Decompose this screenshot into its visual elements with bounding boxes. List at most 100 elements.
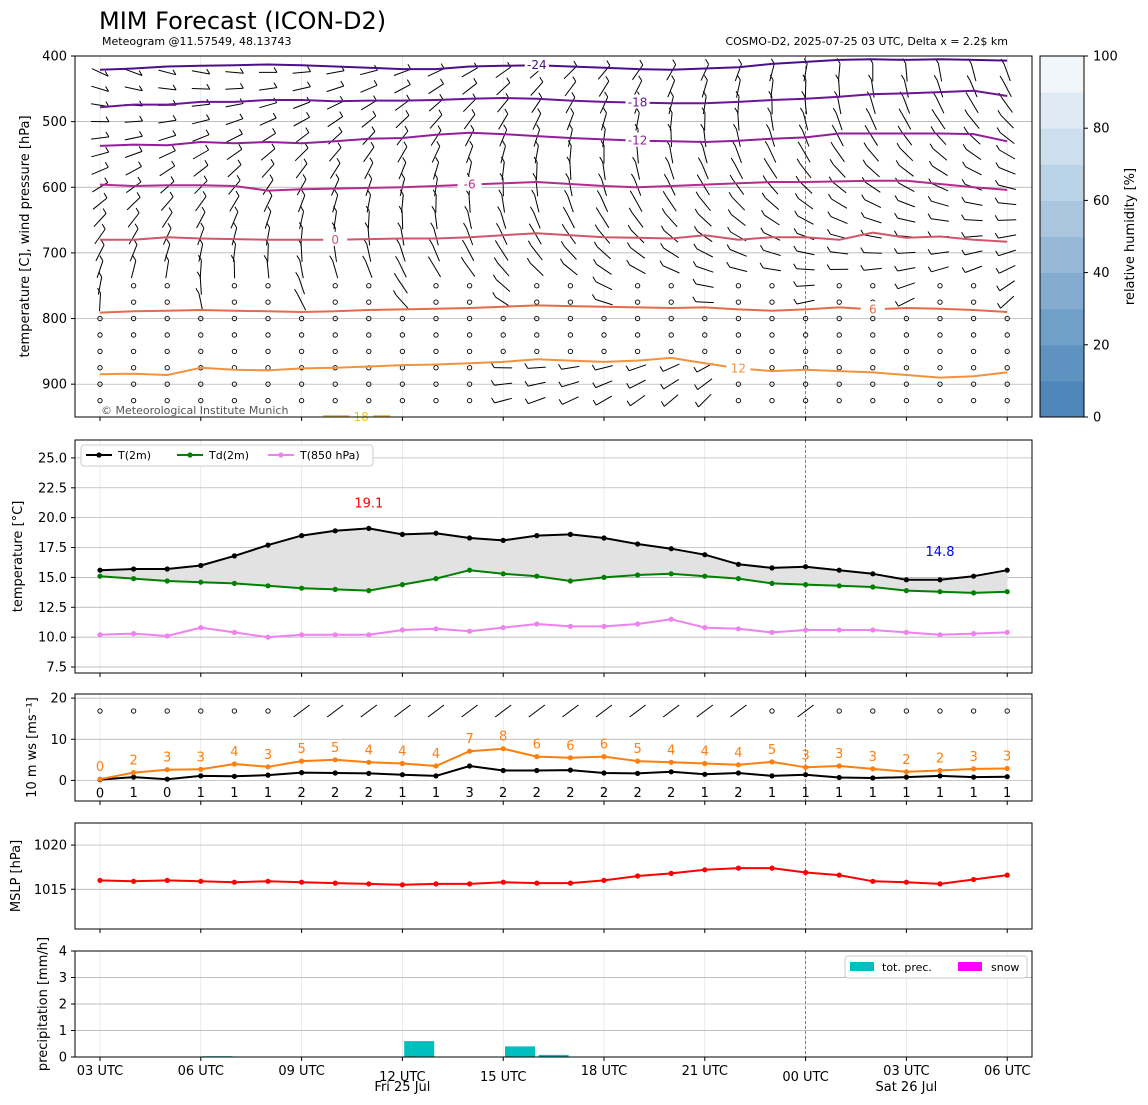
data-point bbox=[769, 580, 775, 587]
wind-barb bbox=[869, 96, 876, 115]
wind-barb bbox=[495, 296, 511, 308]
calm-wind-marker bbox=[534, 315, 540, 322]
wind-speed-value-label: 2 bbox=[533, 786, 541, 801]
data-point bbox=[332, 528, 338, 534]
wind-barb-flag bbox=[826, 246, 831, 253]
isotherm-label-bg bbox=[349, 409, 374, 423]
wind-barb bbox=[329, 147, 342, 162]
calm-wind-marker bbox=[466, 299, 473, 305]
wind-barb-flag bbox=[273, 67, 278, 73]
data-point bbox=[803, 772, 809, 778]
wind-barb bbox=[998, 167, 1016, 175]
wind-barb-flag bbox=[367, 189, 371, 196]
wind-barb-flag bbox=[524, 363, 529, 369]
wind-barb bbox=[931, 200, 949, 207]
data-point bbox=[567, 880, 574, 886]
wind-barb-flag bbox=[203, 175, 208, 182]
wind-barb bbox=[695, 301, 714, 304]
data-point bbox=[567, 578, 574, 584]
isotherm-label-bg bbox=[860, 301, 885, 316]
wind-barb bbox=[300, 227, 303, 246]
wind-barb bbox=[191, 119, 210, 125]
data-point bbox=[971, 573, 977, 579]
data-point bbox=[1004, 629, 1010, 636]
wind-speed-value-label: 2 bbox=[331, 786, 339, 801]
y-axis-label: temperature [°C] bbox=[11, 501, 26, 613]
calm-wind-marker bbox=[265, 348, 271, 355]
wind-barb-flag bbox=[558, 381, 563, 388]
calm-wind-marker bbox=[836, 315, 842, 322]
calm-wind-marker bbox=[231, 381, 238, 387]
wind-barb-flag bbox=[625, 365, 630, 371]
colorbar-label: relative humidity [%] bbox=[1123, 168, 1138, 305]
data-point bbox=[500, 746, 506, 752]
wind-barb-flag bbox=[471, 109, 476, 115]
wind-barb bbox=[396, 295, 409, 310]
wind-barb bbox=[837, 63, 841, 82]
calm-wind-marker bbox=[769, 332, 775, 338]
data-point bbox=[534, 767, 540, 774]
wind-barb-flag bbox=[132, 255, 137, 261]
calm-wind-marker bbox=[903, 332, 910, 338]
y-tick-label: 1 bbox=[59, 1024, 67, 1039]
wind-barb bbox=[595, 365, 613, 371]
data-point bbox=[735, 561, 742, 567]
wind-barb-flag bbox=[559, 258, 564, 264]
wind-barb bbox=[999, 149, 1016, 160]
wind-barb bbox=[92, 197, 108, 210]
wind-barb bbox=[564, 81, 577, 97]
wind-barb bbox=[164, 244, 171, 262]
wind-barb-flag bbox=[660, 401, 665, 407]
colorbar-frame bbox=[1039, 55, 1085, 418]
calm-wind-marker bbox=[937, 397, 943, 404]
series-line bbox=[99, 867, 1008, 886]
gust-value-label: 5 bbox=[633, 742, 641, 757]
data-point bbox=[903, 629, 910, 636]
wind-barb-flag bbox=[693, 243, 698, 250]
wind-barb-flag bbox=[239, 67, 244, 74]
wind-barb-flag bbox=[570, 107, 575, 114]
wind-barb bbox=[366, 194, 371, 213]
wind-barb bbox=[431, 146, 441, 163]
wind-barb bbox=[126, 197, 141, 211]
wind-barb-flag bbox=[695, 191, 700, 197]
wind-barb-flag bbox=[537, 108, 542, 114]
data-point bbox=[702, 625, 708, 631]
calm-wind-marker bbox=[735, 397, 742, 404]
wind-barb bbox=[192, 149, 209, 160]
wind-barb bbox=[462, 82, 478, 95]
data-point bbox=[164, 633, 170, 639]
wind-barb bbox=[432, 162, 440, 180]
wind-barb bbox=[931, 183, 949, 192]
wind-barb-flag bbox=[961, 179, 966, 185]
wind-barb-flag bbox=[271, 143, 276, 149]
data-point bbox=[836, 567, 842, 573]
wind-barb-flag bbox=[236, 175, 241, 181]
data-point bbox=[500, 537, 506, 544]
calm-wind-marker bbox=[332, 315, 338, 322]
wind-barb bbox=[666, 64, 677, 81]
wind-barb bbox=[696, 248, 714, 258]
wind-barb-flag bbox=[306, 112, 310, 118]
wind-barb bbox=[965, 148, 982, 161]
wind-barb-flag bbox=[995, 162, 1000, 168]
wind-barb bbox=[292, 86, 311, 92]
wind-barb-flag bbox=[639, 59, 644, 66]
wind-barb bbox=[699, 179, 710, 196]
wind-barb-flag bbox=[531, 189, 536, 196]
wind-barb-flag bbox=[393, 273, 398, 279]
calm-wind-marker bbox=[870, 348, 876, 355]
wind-barb bbox=[569, 161, 572, 180]
isotherm-label: 0 bbox=[331, 233, 339, 247]
wind-barb-flag bbox=[726, 261, 731, 268]
chart-subtitle-left: Meteogram @11.57549, 48.13743 bbox=[102, 35, 292, 48]
data-point bbox=[131, 770, 137, 776]
wind-barb-flag bbox=[727, 226, 732, 233]
gust-value-label: 2 bbox=[129, 754, 137, 769]
wind-barb-flag bbox=[660, 225, 665, 231]
data-point bbox=[500, 625, 506, 631]
wind-speed-value-label: 1 bbox=[835, 786, 843, 801]
wind-barb bbox=[729, 266, 748, 272]
wind-barb-flag bbox=[592, 276, 597, 283]
data-point bbox=[870, 775, 876, 781]
